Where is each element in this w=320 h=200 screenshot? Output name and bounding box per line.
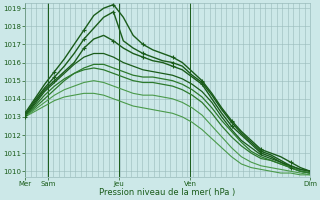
- X-axis label: Pression niveau de la mer( hPa ): Pression niveau de la mer( hPa ): [100, 188, 236, 197]
